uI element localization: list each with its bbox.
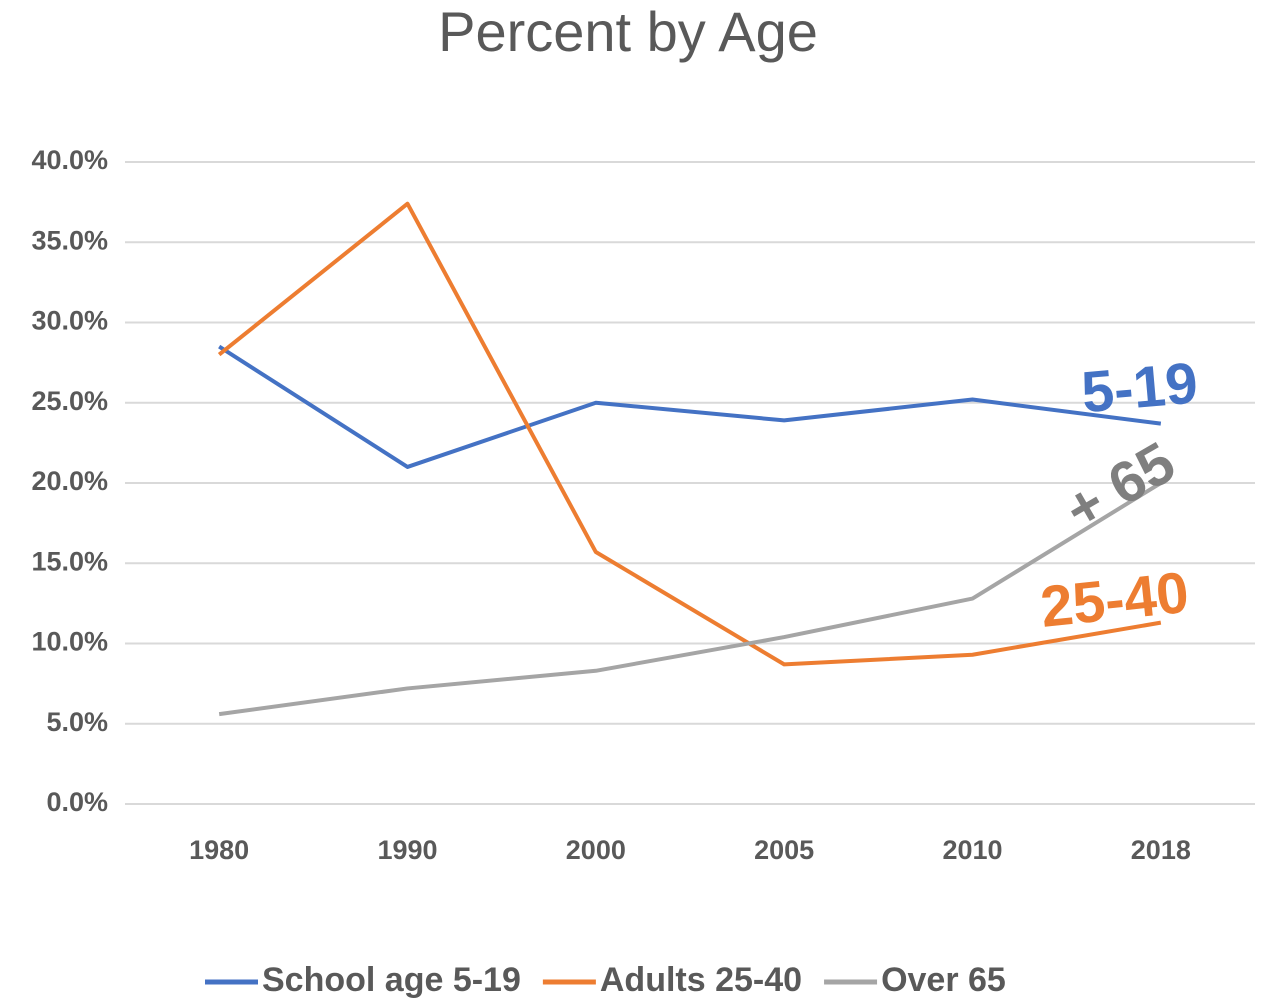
- x-tick-label: 2010: [942, 835, 1002, 865]
- legend-label: Over 65: [881, 961, 1006, 999]
- x-tick-label: 2005: [754, 835, 814, 865]
- legend-label: School age 5-19: [262, 961, 521, 999]
- annotation: + 65: [1054, 430, 1186, 544]
- y-tick-label: 5.0%: [46, 707, 108, 737]
- y-tick-label: 10.0%: [31, 627, 108, 657]
- x-tick-label: 2000: [566, 835, 626, 865]
- y-tick-label: 35.0%: [31, 225, 108, 255]
- series-line: [218, 344, 1162, 469]
- x-tick-label: 1990: [377, 835, 437, 865]
- y-tick-label: 25.0%: [31, 386, 108, 416]
- y-tick-label: 30.0%: [31, 306, 108, 336]
- y-tick-label: 20.0%: [31, 466, 108, 496]
- annotation: 25-40: [1037, 560, 1191, 640]
- y-tick-label: 15.0%: [31, 546, 108, 576]
- legend-label: Adults 25-40: [600, 961, 802, 999]
- series-line: [218, 481, 1162, 717]
- x-tick-label: 1980: [189, 835, 249, 865]
- y-tick-label: 0.0%: [46, 787, 108, 817]
- chart-title: Percent by Age: [438, 0, 818, 63]
- y-tick-label: 40.0%: [31, 145, 108, 175]
- series-line: [217, 201, 1162, 667]
- x-tick-label: 2018: [1131, 835, 1191, 865]
- annotation: 5-19: [1079, 350, 1200, 425]
